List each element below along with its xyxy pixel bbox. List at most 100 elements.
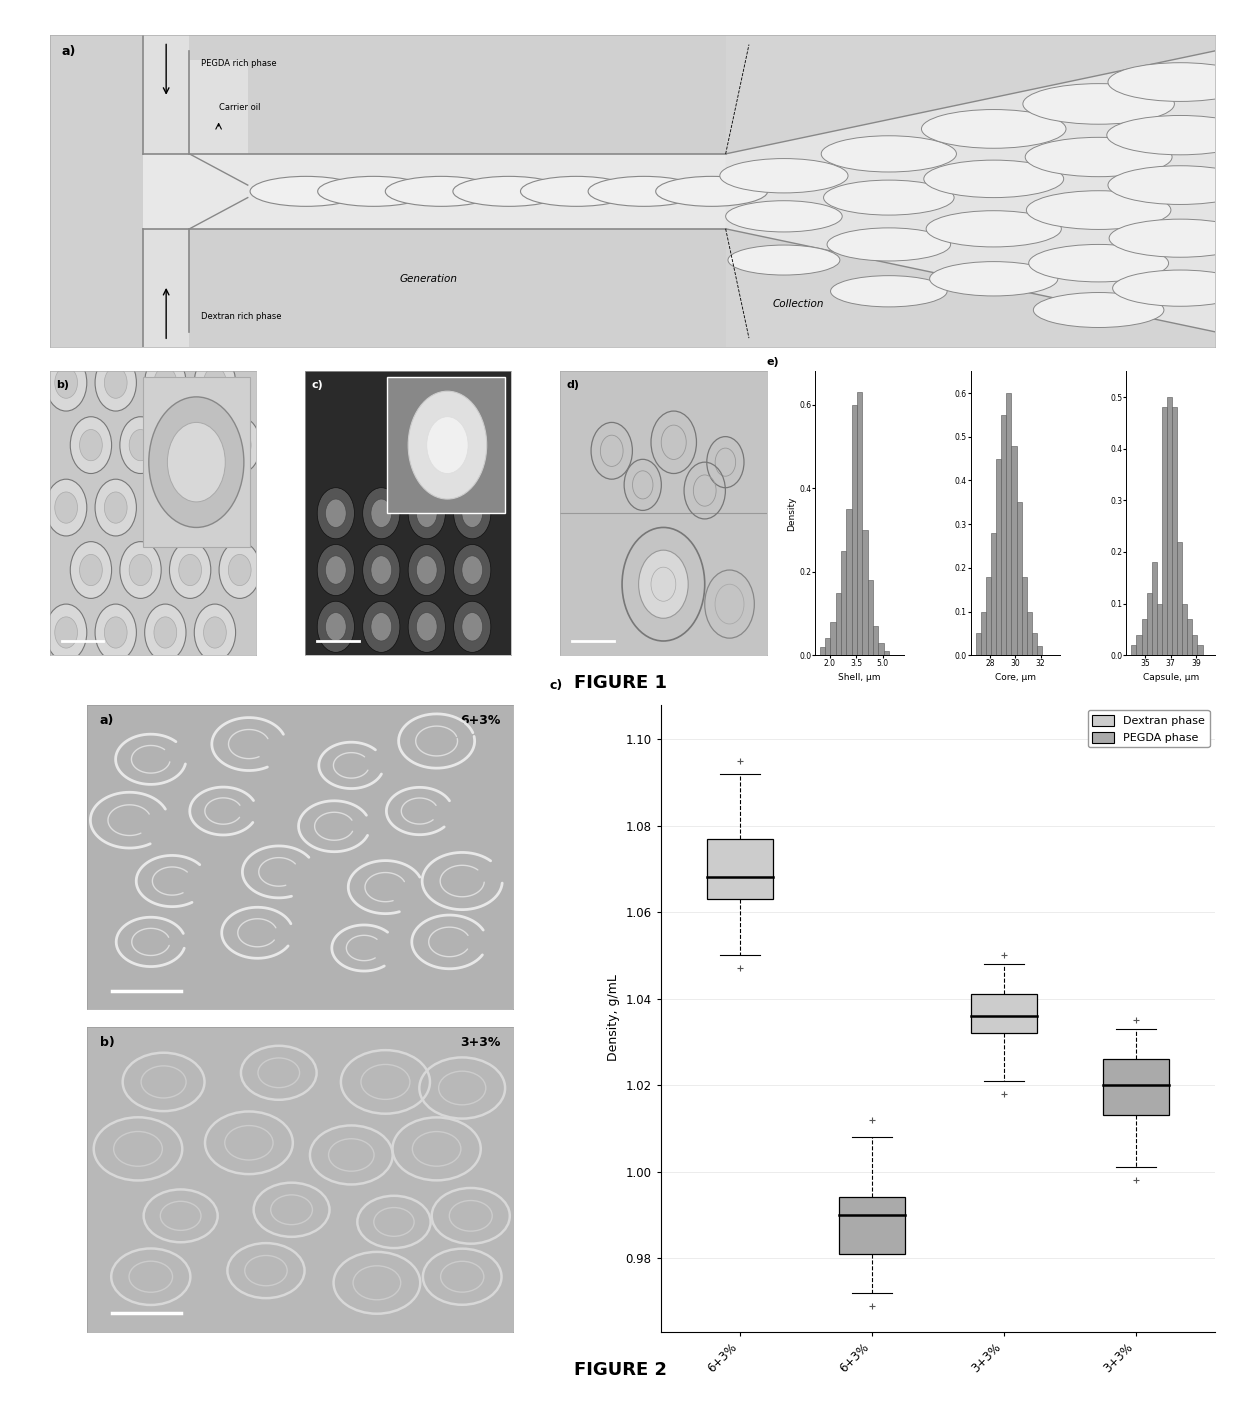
Bar [878, 643, 884, 655]
Circle shape [521, 176, 632, 206]
Bar [1167, 397, 1172, 655]
Circle shape [203, 617, 226, 648]
Circle shape [129, 554, 151, 586]
Bar [852, 404, 857, 655]
Bar [1012, 445, 1017, 655]
Bar [1142, 619, 1147, 655]
Circle shape [924, 161, 1064, 197]
Circle shape [1107, 116, 1240, 155]
Bar [1198, 645, 1203, 655]
Circle shape [203, 368, 226, 399]
Text: 3+3%: 3+3% [460, 1036, 501, 1050]
Circle shape [831, 276, 947, 307]
Bar [143, 228, 190, 348]
Bar [981, 612, 986, 655]
Circle shape [167, 423, 226, 502]
Circle shape [720, 159, 848, 193]
Circle shape [79, 554, 102, 586]
Bar [143, 154, 725, 228]
Circle shape [656, 176, 768, 206]
Bar [971, 995, 1037, 1033]
Circle shape [71, 541, 112, 599]
Circle shape [179, 554, 201, 586]
Bar [177, 61, 248, 154]
Circle shape [921, 110, 1066, 148]
Circle shape [461, 555, 482, 585]
Circle shape [1027, 190, 1171, 230]
Circle shape [120, 417, 161, 473]
Bar [1037, 647, 1042, 655]
Circle shape [250, 176, 362, 206]
Bar [143, 35, 190, 154]
Text: e): e) [766, 356, 779, 368]
Bar [1032, 634, 1037, 655]
Text: a): a) [61, 45, 76, 58]
Bar [841, 551, 847, 655]
Bar [1157, 603, 1162, 655]
Circle shape [1033, 293, 1164, 327]
Circle shape [930, 262, 1058, 296]
Text: c): c) [311, 380, 322, 390]
Text: 6+3%: 6+3% [460, 713, 501, 727]
Circle shape [104, 368, 126, 399]
Circle shape [1023, 83, 1174, 124]
Circle shape [55, 617, 77, 648]
Circle shape [408, 544, 445, 596]
Bar [1017, 503, 1022, 655]
Bar [839, 1198, 905, 1254]
Circle shape [454, 544, 491, 596]
Circle shape [417, 613, 436, 641]
Circle shape [725, 200, 842, 232]
X-axis label: Core, μm: Core, μm [994, 672, 1035, 682]
Polygon shape [725, 51, 1215, 333]
Bar [1177, 541, 1182, 655]
Circle shape [454, 488, 491, 538]
Circle shape [371, 499, 392, 527]
Circle shape [461, 499, 482, 527]
Circle shape [454, 602, 491, 652]
Circle shape [154, 617, 177, 648]
Bar [1027, 612, 1032, 655]
Text: Carrier oil: Carrier oil [218, 103, 260, 111]
Y-axis label: Density: Density [787, 496, 796, 531]
Circle shape [317, 544, 355, 596]
Circle shape [145, 479, 186, 535]
Circle shape [104, 492, 126, 523]
Circle shape [371, 555, 392, 585]
Circle shape [728, 245, 839, 275]
Circle shape [1109, 166, 1240, 204]
Circle shape [408, 602, 445, 652]
Circle shape [926, 211, 1061, 247]
Text: d): d) [567, 380, 579, 390]
Circle shape [417, 499, 436, 527]
Bar [836, 593, 841, 655]
Circle shape [154, 492, 177, 523]
Circle shape [1025, 137, 1172, 176]
Circle shape [46, 354, 87, 411]
Text: Generation: Generation [399, 273, 458, 283]
Circle shape [228, 430, 250, 461]
Text: a): a) [99, 713, 114, 727]
Text: Collection: Collection [773, 299, 823, 309]
Circle shape [408, 488, 445, 538]
Text: Dextran rich phase: Dextran rich phase [201, 311, 281, 321]
Circle shape [821, 135, 956, 172]
Circle shape [408, 392, 486, 499]
Bar [996, 459, 1001, 655]
Bar [1147, 593, 1152, 655]
Circle shape [1109, 220, 1240, 258]
Bar [873, 626, 878, 655]
Bar [825, 638, 831, 655]
Circle shape [154, 368, 177, 399]
Bar [143, 378, 250, 547]
Bar [991, 533, 996, 655]
Circle shape [79, 430, 102, 461]
Bar [50, 35, 725, 348]
Text: b): b) [99, 1036, 114, 1050]
Circle shape [827, 228, 951, 261]
Circle shape [203, 492, 226, 523]
Circle shape [104, 617, 126, 648]
Circle shape [195, 479, 236, 535]
Circle shape [170, 417, 211, 473]
Circle shape [195, 604, 236, 661]
